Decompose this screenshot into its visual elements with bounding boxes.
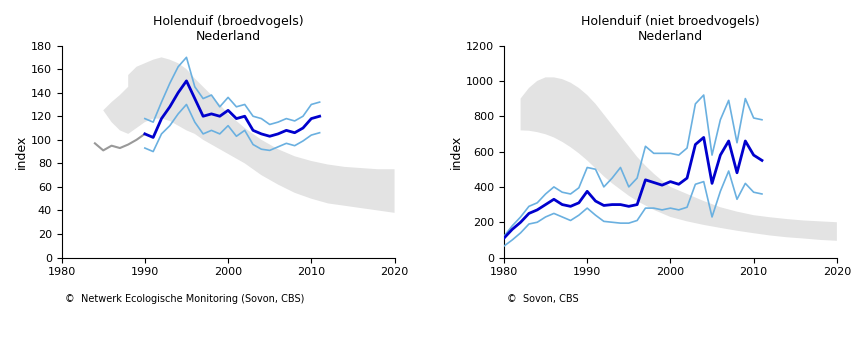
Y-axis label: index: index xyxy=(15,135,28,169)
Title: Holenduif (niet broedvogels)
Nederland: Holenduif (niet broedvogels) Nederland xyxy=(581,15,759,43)
Title: Holenduif (broedvogels)
Nederland: Holenduif (broedvogels) Nederland xyxy=(152,15,303,43)
Text: ©  Netwerk Ecologische Monitoring (Sovon, CBS): © Netwerk Ecologische Monitoring (Sovon,… xyxy=(65,294,304,304)
Y-axis label: index: index xyxy=(450,135,463,169)
Text: ©  Sovon, CBS: © Sovon, CBS xyxy=(507,294,578,304)
Polygon shape xyxy=(520,77,837,241)
Polygon shape xyxy=(103,57,395,213)
